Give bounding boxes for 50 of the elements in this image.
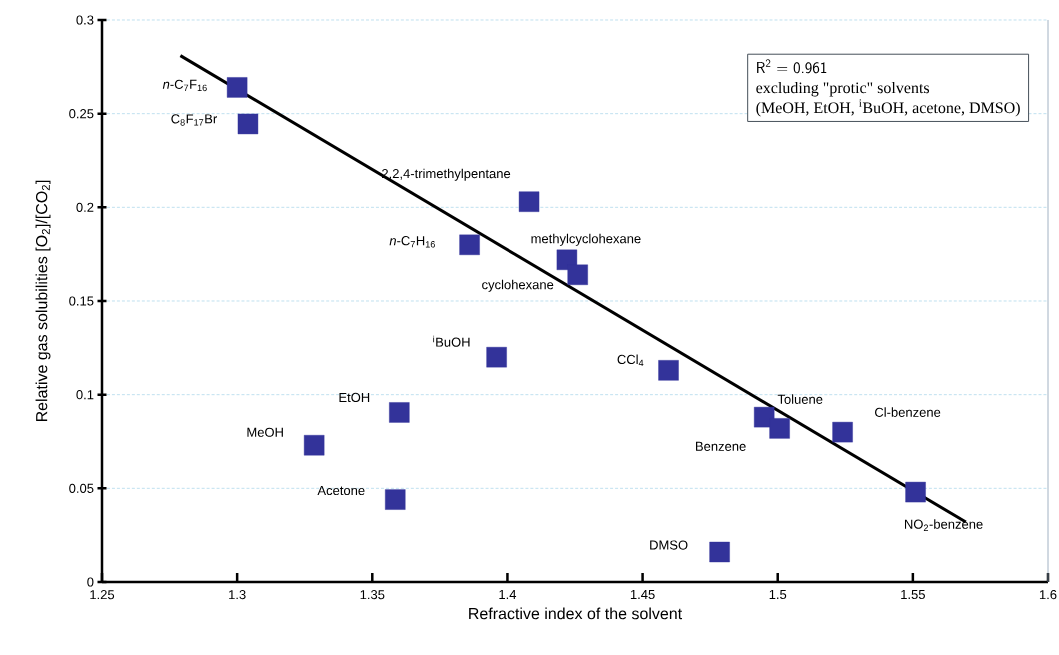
x-tick-label: 1.35 xyxy=(360,590,385,600)
point xyxy=(769,418,790,439)
y-tick-label: 0 xyxy=(87,577,94,587)
annotation: Toluene xyxy=(777,394,823,404)
annotation: NO$_{2}$-benzene xyxy=(905,519,983,531)
annotation: C$_{8}$F$_{17}$Br xyxy=(171,114,217,126)
x-tick-label: 1.3 xyxy=(229,590,246,600)
annotation: $^{i}$BuOH xyxy=(433,335,470,347)
annotation: n-C$_{7}$F$_{16}$ xyxy=(162,79,207,92)
y-tick-label: 0.1 xyxy=(76,390,94,400)
x-tick-label: 1.45 xyxy=(630,590,655,600)
annotation: Cl-benzene xyxy=(875,407,941,417)
annotation: DMSO xyxy=(650,540,688,550)
point xyxy=(518,191,540,212)
point xyxy=(237,113,259,135)
point xyxy=(905,481,926,503)
annotation: EtOH xyxy=(339,392,370,403)
x-tick-label: 1.25 xyxy=(90,590,115,600)
x-axis-title: Refractive index of the solvent xyxy=(469,607,683,620)
x-tick-label: 1.6 xyxy=(1039,590,1057,600)
annotation: Benzene xyxy=(696,441,746,451)
point xyxy=(832,421,853,443)
x-tick-label: 1.4 xyxy=(499,590,517,599)
point xyxy=(459,234,480,255)
y-axis-title: Relative gas solubilities [O$_{2}$]/[CO$_{2}$] xyxy=(35,180,51,422)
y-tick-label: 0.15 xyxy=(69,296,94,306)
annotation: (MeOH, EtOH, $^{i}$BuOH, acetone, DMSO) xyxy=(756,99,1020,117)
annotation: methylcyclohexane xyxy=(531,233,641,246)
point xyxy=(389,402,410,423)
annotation: cyclohexane xyxy=(482,279,554,292)
point xyxy=(709,541,730,563)
annotation: MeOH xyxy=(247,427,283,437)
annotation: R$^{2}$ = 0.961 xyxy=(757,59,827,74)
point xyxy=(226,77,248,98)
annotation: n-C$_{7}$H$_{16}$ xyxy=(389,236,435,248)
point xyxy=(567,264,588,285)
y-tick-label: 0.2 xyxy=(76,202,94,212)
annotation: Acetone xyxy=(317,486,365,496)
x-tick-label: 1.55 xyxy=(901,590,925,600)
y-tick-label: 0.3 xyxy=(76,15,94,25)
y-tick-label: 0.05 xyxy=(69,483,94,493)
point xyxy=(385,489,406,510)
annotation: excluding "protic" solvents xyxy=(756,81,930,97)
x-tick-label: 1.5 xyxy=(769,590,787,600)
annotation: CCl$_{4}$ xyxy=(617,354,644,367)
annotation: 2,2,4-trimethylpentane xyxy=(382,168,511,181)
point xyxy=(486,347,507,368)
y-tick-label: 0.25 xyxy=(69,109,94,119)
point xyxy=(303,435,325,456)
point xyxy=(658,360,679,381)
